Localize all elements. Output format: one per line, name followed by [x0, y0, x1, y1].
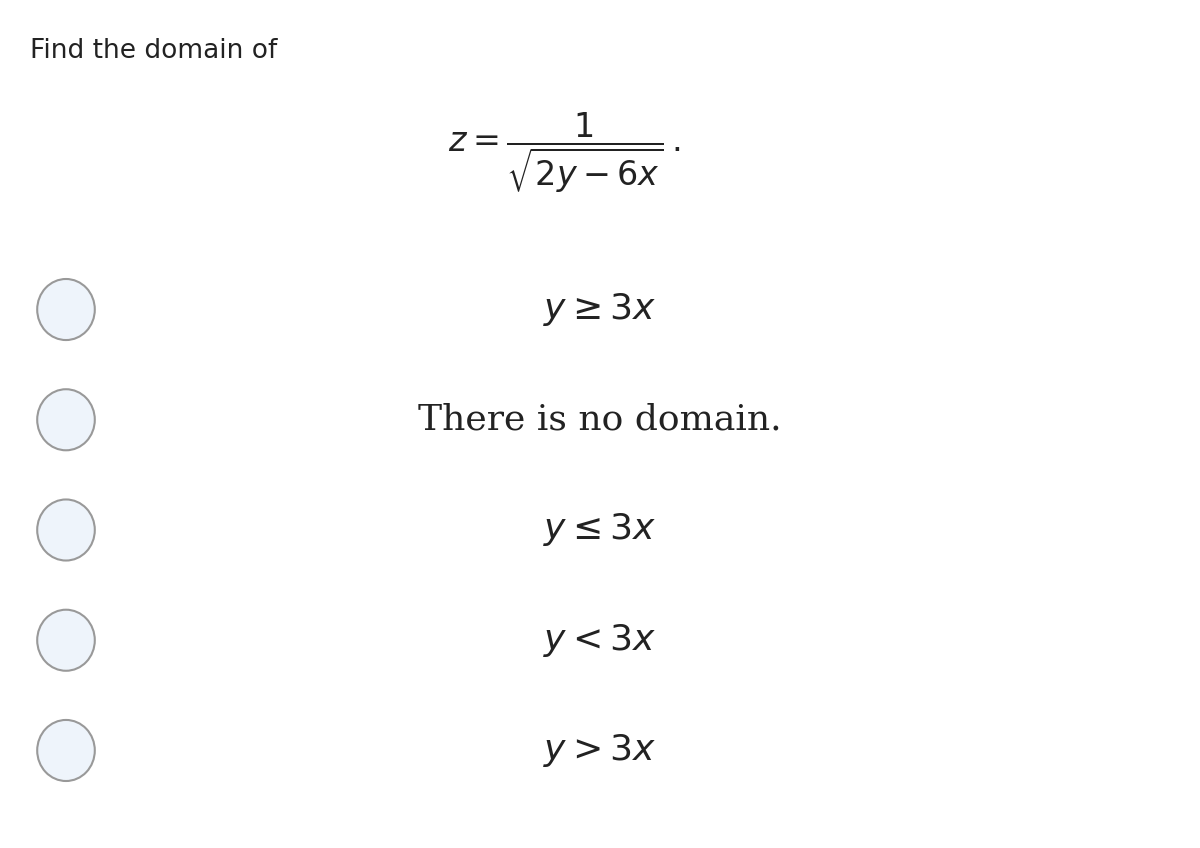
Text: $y \geq 3x$: $y \geq 3x$: [544, 291, 656, 328]
Ellipse shape: [37, 389, 95, 450]
Ellipse shape: [37, 720, 95, 781]
Ellipse shape: [37, 610, 95, 671]
Text: There is no domain.: There is no domain.: [418, 403, 782, 437]
Text: Find the domain of: Find the domain of: [30, 38, 277, 64]
Text: $y > 3x$: $y > 3x$: [544, 732, 656, 769]
Text: $y \leq 3x$: $y \leq 3x$: [544, 511, 656, 549]
Ellipse shape: [37, 279, 95, 340]
Ellipse shape: [37, 499, 95, 561]
Text: $z = \dfrac{1}{\sqrt{2y - 6x}}\,.$: $z = \dfrac{1}{\sqrt{2y - 6x}}\,.$: [448, 110, 680, 195]
Text: $y < 3x$: $y < 3x$: [544, 622, 656, 659]
